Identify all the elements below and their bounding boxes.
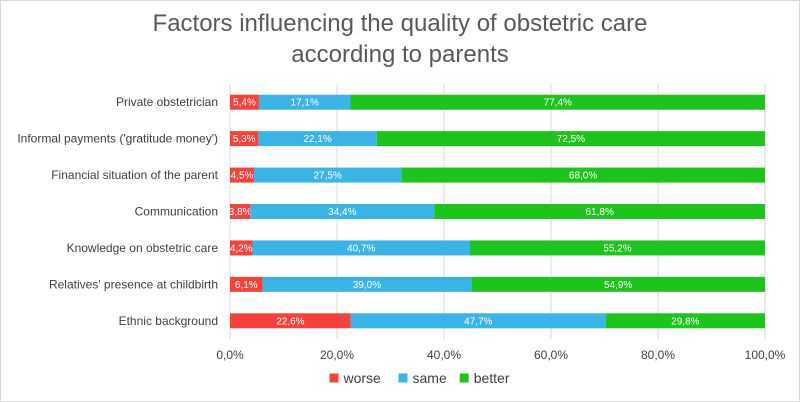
- bar-segment-better: [376, 131, 765, 147]
- data-label: 6,1%: [235, 280, 258, 291]
- bar-segment-same: [252, 240, 470, 256]
- category-label: Relatives' presence at childbirth: [49, 277, 218, 291]
- bar-segment-same: [350, 313, 606, 329]
- data-label: 17,1%: [291, 98, 319, 109]
- data-label: 47,7%: [464, 316, 492, 327]
- category-label: Informal payments ('gratitude money'): [17, 132, 218, 146]
- bar-segment-better: [605, 313, 765, 329]
- bar-segment-worse: [230, 240, 253, 256]
- data-label: 29,8%: [671, 316, 699, 327]
- data-label: 55,2%: [603, 243, 631, 254]
- category-label: Private obstetrician: [116, 95, 218, 109]
- bar-segment-same: [250, 204, 435, 219]
- bar-segment-worse: [230, 131, 259, 147]
- legend-swatch-worse: [329, 373, 339, 383]
- data-label: 3,8%: [229, 207, 252, 218]
- x-tick-label: 40,0%: [427, 348, 461, 362]
- bar-segment-better: [469, 240, 765, 256]
- bar-segment-same: [254, 167, 402, 183]
- data-label: 61,8%: [586, 207, 614, 218]
- data-label: 5,3%: [233, 134, 256, 145]
- data-label: 34,4%: [328, 207, 356, 218]
- legend-swatch-same: [398, 373, 408, 383]
- bar-segment-better: [434, 204, 765, 219]
- data-label: 4,2%: [230, 243, 253, 254]
- x-tick-label: 100,0%: [745, 348, 786, 362]
- legend-label-better: better: [474, 370, 510, 386]
- data-label: 22,1%: [303, 134, 331, 145]
- bar-segment-worse: [230, 276, 263, 292]
- data-label: 40,7%: [347, 243, 375, 254]
- category-label: Financial situation of the parent: [51, 168, 218, 182]
- bar-segment-same: [262, 276, 472, 292]
- bar-segment-same: [258, 131, 377, 147]
- chart-title: Factors influencing the quality of obste…: [0, 8, 800, 70]
- data-label: 5,4%: [233, 98, 256, 109]
- x-tick-label: 0,0%: [216, 348, 244, 362]
- legend-label-same: same: [413, 370, 447, 386]
- bar-segment-same: [258, 94, 351, 110]
- data-label: 39,0%: [353, 280, 381, 291]
- data-label: 72,5%: [557, 134, 585, 145]
- bar-segment-better: [350, 94, 765, 110]
- bar-segment-worse: [230, 204, 251, 219]
- legend-label-worse: worse: [343, 370, 382, 386]
- legend-swatch-better: [459, 373, 469, 383]
- x-tick-label: 60,0%: [534, 348, 568, 362]
- data-label: 77,4%: [544, 98, 572, 109]
- chart-title-line-1: Factors influencing the quality of obste…: [152, 10, 648, 37]
- bar-segment-worse: [230, 94, 259, 110]
- chart-title-line-2: according to parents: [291, 41, 509, 68]
- data-label: 27,5%: [313, 171, 341, 182]
- bar-segment-worse: [230, 167, 255, 183]
- bar-segment-better: [471, 276, 765, 292]
- bar-segment-worse: [230, 313, 351, 329]
- x-tick-label: 80,0%: [641, 348, 675, 362]
- data-label: 22,6%: [276, 316, 304, 327]
- x-tick-label: 20,0%: [320, 348, 354, 362]
- category-label: Ethnic background: [119, 314, 218, 328]
- bar-segment-better: [401, 167, 765, 183]
- data-label: 68,0%: [569, 171, 597, 182]
- data-label: 4,5%: [231, 171, 254, 182]
- data-label: 54,9%: [604, 280, 632, 291]
- category-label: Communication: [135, 205, 218, 219]
- category-label: Knowledge on obstetric care: [67, 241, 219, 255]
